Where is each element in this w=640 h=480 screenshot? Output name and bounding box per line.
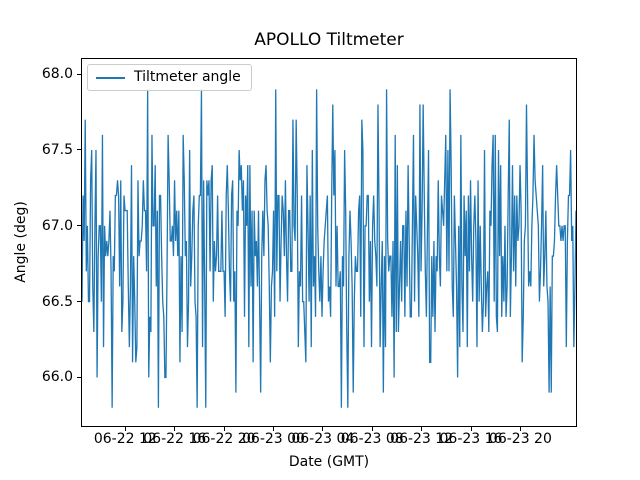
- x-tick-mark: [421, 427, 423, 431]
- y-tick-label: 66.5: [41, 293, 73, 310]
- x-tick-label: 06-23 20: [488, 431, 552, 447]
- legend-line-swatch: [96, 76, 125, 79]
- tiltmeter-line: [82, 89, 576, 408]
- x-tick-label: 06-22 12: [93, 431, 157, 447]
- y-tick-label: 67.0: [41, 217, 73, 234]
- legend: Tiltmeter angle: [87, 64, 252, 91]
- y-tick-mark: [77, 73, 81, 75]
- chart-title: APOLLO Tiltmeter: [254, 30, 404, 50]
- x-tick-mark: [223, 427, 225, 431]
- x-tick-mark: [174, 427, 176, 431]
- x-tick-mark: [371, 427, 373, 431]
- y-tick-mark: [77, 376, 81, 378]
- plot-area: Tiltmeter angle: [81, 58, 577, 427]
- y-tick-label: 66.0: [41, 369, 73, 386]
- y-tick-mark: [77, 225, 81, 227]
- y-tick-mark: [77, 301, 81, 303]
- x-tick-label: 06-22 16: [143, 431, 207, 447]
- y-axis-label: Angle (deg): [13, 201, 29, 283]
- y-tick-mark: [77, 149, 81, 151]
- y-tick-label: 67.5: [41, 141, 73, 158]
- x-tick-mark: [470, 427, 472, 431]
- x-tick-label: 06-23 12: [390, 431, 454, 447]
- x-axis-label: Date (GMT): [288, 454, 370, 470]
- x-tick-label: 06-22 20: [192, 431, 256, 447]
- x-tick-mark: [322, 427, 324, 431]
- x-tick-mark: [519, 427, 521, 431]
- x-tick-mark: [124, 427, 126, 431]
- x-tick-label: 06-23 16: [439, 431, 503, 447]
- x-tick-label: 06-23 08: [340, 431, 404, 447]
- x-tick-label: 06-23 00: [242, 431, 305, 447]
- y-tick-label: 68.0: [41, 66, 73, 83]
- data-line-svg: [82, 89, 576, 408]
- x-tick-label: 06-23 04: [291, 431, 355, 447]
- legend-label: Tiltmeter angle: [134, 69, 241, 85]
- x-tick-mark: [272, 427, 274, 431]
